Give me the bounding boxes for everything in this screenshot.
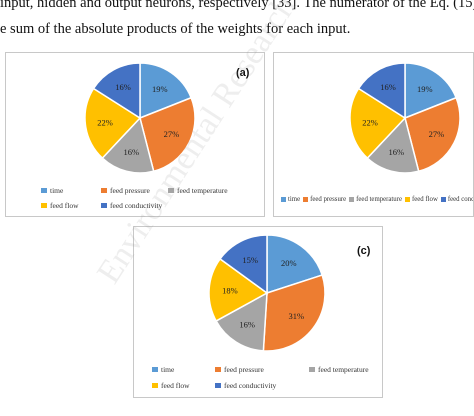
legend-swatch [41,188,47,193]
pie-data-label: 16% [239,319,255,329]
pie-slice-feed-flow [208,257,269,322]
legend-item-feed-temperature: feed temperature [349,196,402,203]
pie-data-label: 16% [115,82,131,92]
legend-swatch [101,188,107,193]
legend-swatch [101,203,107,208]
panel-label: (a) [236,67,250,79]
pie-slice-time [404,62,458,120]
legend-label: time [161,365,175,374]
legend-swatch [152,383,158,388]
legend-label: feed flow [161,381,190,390]
panel-label: (c) [357,245,371,257]
chart-panel-b: 19% 27% 16% 22% 16% time feed pressure feed te… [273,52,474,217]
legend-label: feed pressure [224,365,264,374]
legend-item-feed-flow: feed flow [41,201,79,210]
legend-swatch [41,203,47,208]
pie-data-label: 27% [164,129,180,139]
pie-data-label: 19% [417,84,433,94]
legend-item-feed-flow: feed flow [405,196,438,203]
legend-label: time [288,196,301,203]
legend-item-feed-conductivity: feed conductivity [215,381,276,390]
legend-label: feed flow [50,201,79,210]
pie-chart-c: 20% 31% 16% 18% 15% [208,234,326,352]
pie-data-label: 22% [362,117,378,127]
legend-item-feed-conductivity: feed conductivity [101,201,162,210]
legend-swatch [281,197,286,202]
legend-item-feed-flow: feed flow [152,381,190,390]
legend-label: feed conductivity [447,196,473,203]
legend-item-feed-temperature: feed temperature [168,186,228,195]
legend-label: feed pressure [310,196,347,203]
legend-swatch [349,197,355,202]
legend-label: feed temperature [318,365,369,374]
legend-item-feed-conductivity: feed conductivity [440,196,473,203]
body-text-line: input, hidden and output neurons, respec… [0,0,474,11]
legend-label: feed conductivity [110,201,163,210]
legend-swatch [440,197,446,202]
legend-item-feed-pressure: feed pressure [303,196,346,203]
legend-item-feed-pressure: feed pressure [215,365,264,374]
legend-swatch [303,197,309,202]
legend-label: feed pressure [110,186,150,195]
legend-item-feed-pressure: feed pressure [101,186,150,195]
pie-slice-feed-temperature [101,116,155,174]
pie-slice-time [266,234,324,295]
pie-data-label: 16% [123,147,139,157]
legend-item-time: time [281,196,300,203]
legend-swatch [215,383,221,388]
legend-swatch [168,188,174,193]
pie-data-label: 16% [388,147,404,157]
pie-data-label: 22% [97,117,113,127]
pie-slice-feed-pressure [262,274,326,352]
chart-panel-a: 19% 27% 16% 22% 16% (a) time feed pressure fee… [5,52,265,217]
legend-a: time feed pressure feed temperature feed fl… [6,53,264,216]
legend-swatch [152,367,158,372]
legend-swatch [309,367,315,372]
legend-b: time feed pressure feed temperature feed fl… [281,196,473,203]
legend-label: feed flow [412,196,438,203]
pie-data-label: 15% [242,255,258,265]
legend-label: feed temperature [177,186,228,195]
pie-data-label: 20% [281,258,297,268]
legend-item-time: time [152,365,174,374]
legend-swatch [405,197,410,202]
pie-data-label: 19% [152,84,168,94]
pie-slice-feed-flow [84,87,142,160]
pie-slice-feed-conductivity [219,234,268,295]
legend-label: time [50,186,64,195]
pie-slice-time [139,62,193,120]
pie-slice-feed-temperature [215,291,268,352]
pie-chart-b: 19% 27% 16% 22% 16% [349,62,461,174]
pie-data-label: 18% [222,286,238,296]
pie-slice-feed-pressure [139,96,196,173]
legend-item-time: time [41,186,63,195]
pie-slice-feed-conductivity [92,62,141,120]
pie-data-label: 27% [429,129,445,139]
pie-data-label: 16% [380,82,396,92]
pie-slice-feed-conductivity [357,62,406,120]
legend-swatch [215,367,221,372]
pie-slice-feed-temperature [366,116,420,174]
legend-label: feed temperature [356,196,402,203]
pie-data-label: 31% [289,311,305,321]
pie-slice-feed-pressure [404,96,461,173]
pie-slice-feed-flow [349,87,407,160]
legend-item-feed-temperature: feed temperature [309,365,369,374]
body-text-line: e sum of the absolute products of the we… [0,21,351,37]
legend-c: time feed pressure feed temperature feed fl… [134,227,382,397]
chart-panel-c: 20% 31% 16% 18% 15% (c) time feed pressure fee… [133,226,383,398]
legend-label: feed conductivity [224,381,277,390]
pie-chart-a: 19% 27% 16% 22% 16% [84,62,196,174]
